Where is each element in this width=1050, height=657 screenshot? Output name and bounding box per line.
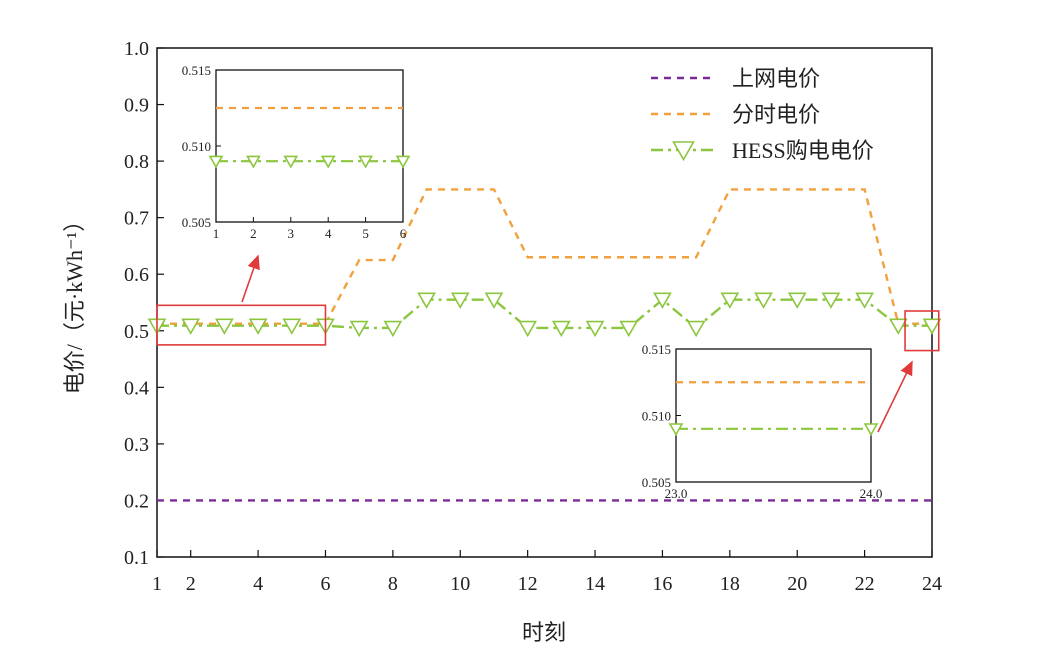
inset-1: 1 2 3 4 5 6 0.505 0.510 0.515: [182, 63, 411, 241]
legend-label: HESS购电电价: [732, 138, 874, 163]
inset-x-tick-label: 2: [250, 226, 257, 241]
inset-data-point: [358, 155, 373, 169]
legend-item-3: HESS购电电价: [651, 138, 874, 163]
inset-y-tick-label: 0.510: [642, 409, 671, 424]
y-tick-label: 0.9: [124, 95, 149, 117]
inset-x-tick-label: 23.0: [665, 486, 688, 501]
inset-data-point: [320, 155, 336, 169]
x-axis-title: 时刻: [522, 620, 566, 645]
x-tick-label: 14: [585, 573, 605, 595]
data-point: [922, 318, 942, 335]
x-tick-label: 2: [186, 573, 196, 595]
data-point: [450, 292, 470, 309]
data-point: [754, 292, 773, 309]
y-tick-label: 0.3: [124, 434, 149, 456]
legend-label: 分时电价: [732, 102, 820, 127]
inset-layer: 1 2 3 4 5 6 0.505 0.510 0.515 23.0 24.0 0.505 0.510 0…: [182, 63, 883, 501]
y-tick-label: 0.6: [124, 264, 149, 286]
inset-data-point: [283, 155, 299, 169]
inset-x-tick-label: 1: [213, 226, 220, 241]
data-point: [215, 318, 234, 335]
data-point: [551, 320, 571, 338]
inset-frame: [675, 348, 872, 483]
legend-label: 上网电价: [732, 66, 820, 91]
x-tick-label: 18: [720, 573, 740, 595]
y-axis-title: 电价/（元·kWh⁻¹）: [62, 210, 87, 394]
x-tick-label: 20: [787, 573, 807, 595]
inset-x-tick-label: 3: [288, 226, 295, 241]
inset-y-tick-label: 0.505: [642, 475, 671, 490]
data-point: [282, 318, 302, 335]
zoom-box-1: [156, 304, 327, 346]
data-point: [585, 320, 605, 338]
zoom-box-2: [904, 310, 940, 352]
series-layer: [147, 188, 942, 502]
x-tick-label: 12: [518, 573, 538, 595]
legend-marker: [672, 141, 695, 162]
inset-x-tick-label: 6: [400, 226, 407, 241]
y-tick-label: 1.0: [124, 38, 149, 60]
inset-data-point: [246, 155, 261, 169]
x-tick-label: 10: [450, 573, 470, 595]
zoom-layer: [156, 254, 940, 433]
data-point: [787, 292, 807, 309]
inset-data-point: [395, 155, 411, 169]
inset-data-point: [208, 155, 224, 169]
series-line-3: [157, 298, 932, 330]
y-tick-label: 0.7: [124, 208, 149, 230]
plot-frame: [156, 47, 933, 558]
y-tick-label: 0.2: [124, 490, 149, 512]
legend-item-1: 上网电价: [651, 66, 820, 91]
x-tick-label: 16: [652, 573, 672, 595]
data-point: [248, 318, 268, 335]
zoom-arrow-2: [877, 360, 913, 433]
inset-x-tick-label: 24.0: [860, 486, 883, 501]
data-point: [888, 318, 908, 335]
inset-data-point: [668, 423, 684, 437]
y-tick-label: 0.1: [124, 547, 149, 569]
inset-data-point: [863, 423, 879, 437]
series-line-2: [157, 188, 932, 325]
data-point: [720, 292, 740, 309]
inset-2: 23.0 24.0 0.505 0.510 0.515: [642, 342, 883, 501]
data-point: [417, 292, 436, 309]
x-tick-label: 6: [320, 573, 330, 595]
x-tick-label: 4: [253, 573, 263, 595]
data-point: [653, 292, 672, 309]
x-tick-label: 24: [922, 573, 942, 595]
inset-x-tick-label: 5: [362, 226, 369, 241]
y-tick-label: 0.8: [124, 151, 149, 173]
plot-area: 1 2 4 6 8 10 12 14 16 18 20 22 240.10.20.30.40.50.60…: [124, 38, 942, 595]
data-point: [686, 320, 706, 338]
inset-y-tick-label: 0.505: [182, 215, 211, 230]
data-point: [619, 320, 639, 338]
inset-y-tick-label: 0.515: [182, 63, 211, 78]
x-tick-label: 1: [152, 573, 162, 595]
x-tick-label: 22: [855, 573, 875, 595]
data-point: [383, 320, 403, 338]
legend-item-2: 分时电价: [651, 102, 820, 127]
inset-y-tick-label: 0.515: [642, 342, 671, 357]
data-point: [518, 320, 538, 338]
inset-frame: [215, 69, 404, 223]
data-point: [484, 292, 504, 309]
data-point: [181, 318, 201, 335]
data-point: [821, 292, 841, 309]
inset-y-tick-label: 0.510: [182, 139, 211, 154]
y-tick-label: 0.4: [124, 377, 149, 399]
x-tick-label: 8: [388, 573, 398, 595]
data-point: [855, 292, 874, 309]
zoom-arrow-1: [241, 254, 260, 303]
y-tick-label: 0.5: [124, 321, 149, 343]
data-point: [349, 320, 369, 338]
inset-x-tick-label: 4: [325, 226, 332, 241]
